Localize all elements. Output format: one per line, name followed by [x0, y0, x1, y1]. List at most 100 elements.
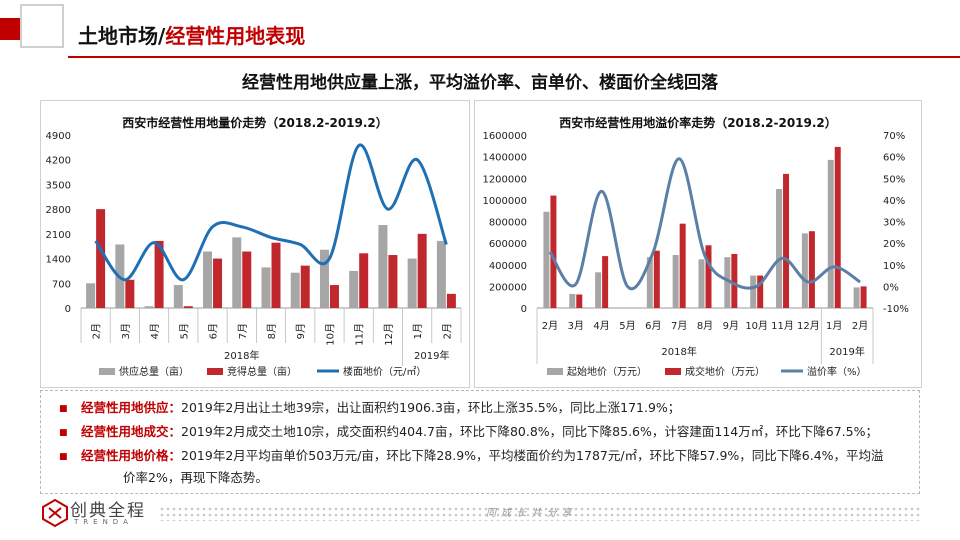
- legend-label-floor-price: 楼面地价（元/㎡）: [343, 365, 426, 378]
- bar-supply: [173, 285, 183, 308]
- note-text: 2019年2月出让土地39宗，出让面积约1906.3亩，环比上涨35.5%，同比…: [181, 400, 681, 415]
- bar-acquired: [125, 279, 135, 308]
- page-title: 土地市场/经营性用地表现: [78, 16, 305, 56]
- y-tick-label: 1200000: [482, 174, 527, 185]
- bar-deal-price: [757, 275, 764, 308]
- bar-start-price: [698, 259, 705, 308]
- y-tick-label: 1400000: [482, 153, 527, 164]
- note-label: 经营性用地供应：: [81, 400, 182, 415]
- bar-deal-price: [731, 253, 738, 308]
- bar-deal-price: [550, 195, 557, 308]
- y2-tick-label: 0%: [883, 282, 899, 293]
- x-tick-label: 8月: [697, 320, 713, 332]
- legend-label-start-price: 起始地价（万元）: [567, 365, 647, 378]
- x-tick-label: 7月: [237, 323, 249, 339]
- bar-deal-price: [860, 286, 867, 308]
- y-tick-label: 600000: [489, 239, 527, 250]
- bar-acquired: [446, 293, 456, 308]
- note-price-continued: 价率2%，再现下降态势。: [123, 470, 268, 485]
- y2-tick-label: 10%: [883, 261, 905, 272]
- bar-deal-price: [705, 245, 712, 308]
- note-label: 经营性用地价格：: [81, 448, 182, 463]
- footer-slogan: 同 成 长 共 分 享: [486, 508, 573, 519]
- bar-start-price: [853, 287, 860, 308]
- y-tick-label: 400000: [489, 261, 527, 272]
- x-tick-label: 5月: [619, 320, 635, 332]
- y-tick-label: 2800: [46, 205, 71, 216]
- bar-acquired: [359, 253, 369, 308]
- x-tick-label: 1月: [826, 320, 842, 332]
- bar-start-price: [543, 211, 550, 308]
- y2-tick-label: -10%: [883, 304, 909, 315]
- bar-deal-price: [653, 250, 660, 308]
- bar-start-price: [827, 159, 834, 308]
- y2-tick-label: 20%: [883, 239, 905, 250]
- chart-volume-price-svg: 西安市经营性用地量价走势（2018.2-2019.2） 4900 4200 3500 2…: [46, 115, 462, 378]
- x-tick-label: 6月: [645, 320, 661, 332]
- x-tick-label: 3月: [120, 323, 132, 339]
- y2-tick-label: 60%: [883, 153, 905, 164]
- chart-premium-rate: 西安市经营性用地溢价率走势（2018.2-2019.2） 1600000 14000…: [474, 100, 922, 388]
- bar-start-price: [595, 272, 602, 308]
- legend-label-deal-price: 成交地价（万元）: [685, 365, 765, 378]
- bar-start-price: [672, 255, 679, 308]
- x-tick-label: 12月: [797, 320, 820, 332]
- bar-supply: [436, 240, 446, 308]
- bar-start-price: [569, 293, 576, 308]
- x-tick-label: 4月: [593, 320, 609, 332]
- x-tick-label: 2月: [441, 323, 453, 339]
- bar-deal-price: [602, 256, 609, 308]
- x-tick-label: 2月: [852, 320, 868, 332]
- y2-tick-label: 50%: [883, 174, 905, 185]
- year-label: 2019年: [829, 345, 864, 358]
- y-tick-label: 700: [52, 279, 71, 290]
- bar-supply: [261, 267, 271, 308]
- y-tick-label: 4900: [46, 131, 71, 142]
- page-title-main: 土地市场/: [78, 24, 166, 48]
- bar-acquired: [417, 233, 427, 308]
- note-text: 2019年2月平均亩单价503万元/亩，环比下降28.9%，平均楼面价约为178…: [181, 448, 884, 463]
- logo-mark-icon: [42, 498, 68, 528]
- bar-acquired: [96, 209, 106, 308]
- page-subtitle: 经营性用地供应量上涨，平均溢价率、亩单价、楼面价全线回落: [242, 73, 718, 93]
- bar-supply: [290, 272, 300, 308]
- x-tick-label: 10月: [745, 320, 768, 332]
- bar-deal-price: [808, 231, 815, 308]
- x-tick-label: 6月: [208, 323, 220, 339]
- year-label: 2018年: [224, 349, 259, 362]
- y2-tick-label: 40%: [883, 196, 905, 207]
- logo-text-en: TRENDA: [74, 518, 133, 526]
- series-line-premium-rate: [548, 157, 861, 291]
- bar-supply: [144, 306, 154, 308]
- bar-start-price: [646, 257, 653, 308]
- bar-supply: [378, 225, 388, 308]
- company-logo: 创典全程 TRENDA: [40, 498, 170, 532]
- legend-label-acquired: 竞得总量（亩）: [227, 365, 297, 378]
- bar-acquired: [154, 240, 164, 308]
- bar-start-price: [801, 233, 808, 308]
- bullet-icon: ■: [59, 403, 68, 414]
- x-tick-label: 3月: [568, 320, 584, 332]
- bar-deal-price: [576, 294, 583, 308]
- y-tick-label: 200000: [489, 282, 527, 293]
- bullet-icon: ■: [59, 451, 68, 462]
- x-tick-label: 11月: [354, 323, 366, 346]
- bullet-icon: ■: [59, 427, 68, 438]
- y-tick-label: 3500: [46, 180, 71, 191]
- y-tick-label: 0: [521, 304, 527, 315]
- corner-frame: [20, 4, 64, 48]
- title-underline: [68, 56, 960, 58]
- bar-acquired: [388, 255, 398, 308]
- note-supply: ■ 经营性用地供应：2019年2月出让土地39宗，出让面积约1906.3亩，环比上…: [59, 397, 909, 420]
- series-line-floor-price: [94, 143, 448, 282]
- chart-premium-rate-svg: 西安市经营性用地溢价率走势（2018.2-2019.2） 1600000 14000…: [482, 115, 909, 378]
- bar-deal-price: [783, 173, 790, 308]
- bar-acquired: [329, 285, 339, 308]
- y2-tick-label: 30%: [883, 218, 905, 229]
- bar-deal-price: [679, 223, 686, 308]
- x-tick-label: 8月: [266, 323, 278, 339]
- chart-title: 西安市经营性用地溢价率走势（2018.2-2019.2）: [559, 115, 837, 130]
- y-tick-label: 1400: [46, 255, 71, 266]
- x-tick-label: 12月: [383, 323, 395, 346]
- bar-supply: [349, 270, 359, 308]
